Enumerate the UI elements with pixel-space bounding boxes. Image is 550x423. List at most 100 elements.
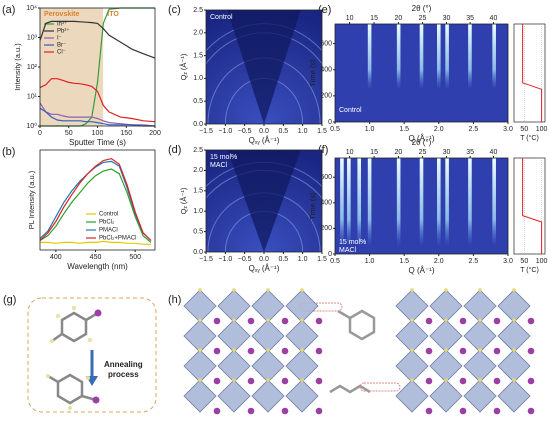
peak-streak xyxy=(357,158,362,247)
legend-label: Control xyxy=(99,212,118,218)
atom xyxy=(198,318,202,322)
atom xyxy=(247,347,255,355)
legend-label: PbCl₂ xyxy=(99,220,115,226)
octahedron xyxy=(497,349,531,383)
atom xyxy=(444,288,448,292)
legend-label: Br⁻ xyxy=(57,43,66,49)
y-label-main: Q xyxy=(179,208,188,214)
x-tick-label: 50 xyxy=(65,130,73,137)
octahedron xyxy=(463,319,497,353)
x2-tick-label: 25 xyxy=(419,15,427,22)
panel-label: (b) xyxy=(2,146,15,158)
atom xyxy=(198,348,202,352)
x-tick-label: −0.5 xyxy=(238,128,252,135)
y-tick-label: 0.5 xyxy=(193,228,203,235)
chart: Perovskite ITO In³⁺Pb²⁺I⁻Br⁻Cl⁻ 0 50 100 150 20… xyxy=(26,5,161,137)
octahedron xyxy=(183,319,217,353)
y-tick-label: 0 xyxy=(328,251,332,258)
y-label-unit: (Å⁻¹) xyxy=(179,53,188,70)
atom xyxy=(512,288,516,292)
octahedron xyxy=(429,379,463,413)
panel-label: (f) xyxy=(318,144,328,156)
y-tick-label: 10⁰ xyxy=(26,122,37,130)
t-tick-label: 100 xyxy=(536,258,548,265)
x-tick-label: −1.5 xyxy=(199,256,213,263)
peak-streak xyxy=(419,24,424,90)
region-label: ITO xyxy=(107,11,119,18)
t-tick-label: 50 xyxy=(520,258,528,265)
peak-streak xyxy=(396,158,401,247)
y-tick-label: 1.0 xyxy=(193,75,203,82)
series-line xyxy=(39,157,152,241)
peak-streak xyxy=(468,24,472,90)
bond-highlight xyxy=(299,302,343,312)
legend-label: In³⁺ xyxy=(57,21,67,28)
octahedron xyxy=(251,319,285,353)
atom xyxy=(478,318,482,322)
peak-streak xyxy=(437,24,441,90)
y-tick-label: 0.0 xyxy=(193,121,203,128)
annotation: 15 mol% xyxy=(339,239,366,246)
x-tick-label: 2.0 xyxy=(434,126,444,133)
x2-tick-label: 10 xyxy=(346,15,354,22)
x-label-unit: (Å⁻¹) xyxy=(262,136,280,145)
y-label: Time (s) xyxy=(308,192,317,220)
x2-tick-label: 20 xyxy=(395,149,403,156)
atom xyxy=(266,288,270,292)
legend-label: PMACl xyxy=(99,228,118,234)
x-tick-label: 500 xyxy=(129,254,141,261)
series-line xyxy=(39,107,155,127)
y-tick-label: 600 xyxy=(320,174,332,181)
octahedron xyxy=(251,349,285,383)
peak-streak xyxy=(367,24,372,90)
region-label: Perovskite xyxy=(44,11,80,18)
octahedron xyxy=(251,289,285,323)
atom xyxy=(213,407,221,415)
x-tick-label: 3.0 xyxy=(503,126,513,133)
x-tick-label: 1.0 xyxy=(365,258,375,265)
atom xyxy=(281,317,289,325)
octahedron xyxy=(497,319,531,353)
x2-tick-label: 25 xyxy=(419,149,427,156)
atom xyxy=(266,348,270,352)
x-tick-label: −1.5 xyxy=(199,128,213,135)
peak-streak xyxy=(468,158,472,247)
panel-label: (d) xyxy=(168,144,181,156)
octahedron xyxy=(183,349,217,383)
x2-tick-label: 40 xyxy=(490,149,498,156)
x-label: Wavelength (nm) xyxy=(67,262,128,271)
atom xyxy=(247,407,255,415)
wedge xyxy=(227,150,301,252)
atom xyxy=(425,377,433,385)
atom xyxy=(247,377,255,385)
x2-tick-label: 15 xyxy=(370,15,378,22)
y-tick-label: 0.0 xyxy=(193,249,203,256)
peak-streak xyxy=(492,158,496,247)
atom xyxy=(410,318,414,322)
peak-streak xyxy=(445,158,449,247)
atom xyxy=(266,318,270,322)
panel-g: Annealing process xyxy=(27,297,157,413)
frame xyxy=(39,149,156,251)
x2-tick-label: 20 xyxy=(395,15,403,22)
y-label: PL Intensity (a.u.) xyxy=(27,170,36,229)
y-tick-label: 2.0 xyxy=(193,30,203,37)
octahedron xyxy=(183,379,217,413)
chart: Control −1.5 −1.0 −0.5 0.0 0.5 1.0 1.5 0.0 0.5 1.0… xyxy=(193,7,327,135)
x-tick-label: 0.5 xyxy=(278,128,288,135)
y-label: Qz (Å⁻¹) xyxy=(179,187,189,214)
x-tick-label: 0.5 xyxy=(278,256,288,263)
octahedron xyxy=(463,349,497,383)
y-tick-label: 400 xyxy=(320,200,332,207)
atom xyxy=(300,318,304,322)
x-tick-label: 200 xyxy=(149,130,161,137)
annotation: Control xyxy=(210,14,233,21)
x-tick-label: 2.0 xyxy=(434,258,444,265)
series-line xyxy=(39,78,156,123)
atom xyxy=(527,407,535,415)
x-tick-label: −1.0 xyxy=(218,256,232,263)
atom xyxy=(459,407,467,415)
octahedron xyxy=(429,319,463,353)
legend-label: Cl⁻ xyxy=(57,50,66,56)
x-tick-label: 450 xyxy=(90,254,102,261)
